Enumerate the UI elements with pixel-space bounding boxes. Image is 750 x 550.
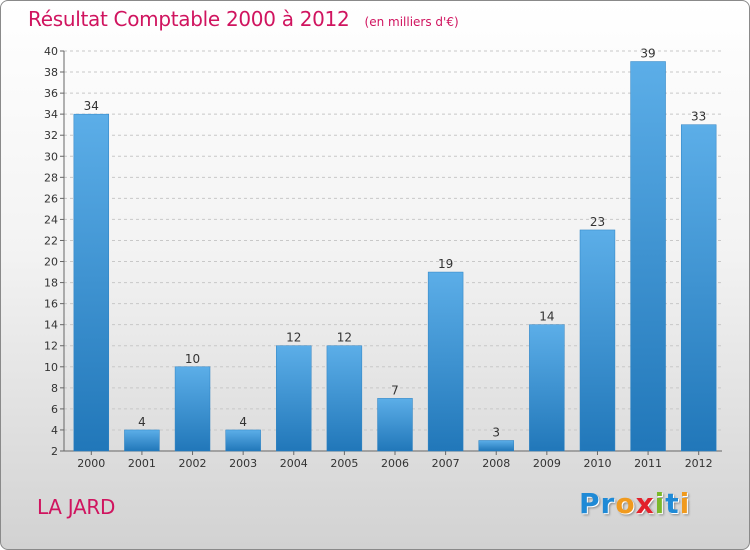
bar-value-label: 19 <box>438 257 453 271</box>
x-tick-label: 2003 <box>229 457 257 470</box>
y-tick-label: 26 <box>44 192 58 205</box>
bar-value-label: 10 <box>185 352 200 366</box>
bar <box>478 440 514 452</box>
bar-value-label: 7 <box>391 383 399 397</box>
bar <box>579 229 616 452</box>
bar <box>124 429 160 452</box>
y-tick-label: 38 <box>44 66 58 79</box>
logo-letter: r <box>600 487 616 520</box>
x-tick-label: 2012 <box>685 457 713 470</box>
logo-letter: P <box>579 487 601 520</box>
y-tick-label: 18 <box>44 277 58 290</box>
y-tick-label: 34 <box>44 108 58 121</box>
bar <box>630 61 666 452</box>
y-tick-label: 22 <box>44 234 58 247</box>
y-tick-label: 10 <box>44 361 58 374</box>
y-tick-label: 12 <box>44 340 58 353</box>
bar-value-label: 39 <box>640 47 655 61</box>
y-tick-label: 2 <box>51 445 58 458</box>
bar <box>680 124 717 452</box>
logo-letter: x <box>635 487 655 520</box>
bar-value-label: 23 <box>590 215 605 229</box>
x-tick-label: 2007 <box>432 457 460 470</box>
x-tick-label: 2010 <box>583 457 611 470</box>
place-name: LA JARD <box>37 495 116 519</box>
bar <box>276 345 312 452</box>
logo-letter: i <box>679 487 691 520</box>
y-tick-label: 16 <box>44 298 58 311</box>
bar-value-label: 33 <box>691 110 706 124</box>
bar <box>427 271 464 452</box>
bar-value-label: 34 <box>84 99 99 113</box>
bar-value-label: 3 <box>492 425 500 439</box>
y-tick-label: 8 <box>51 382 58 395</box>
x-tick-label: 2006 <box>381 457 409 470</box>
x-tick-label: 2000 <box>77 457 105 470</box>
bar-value-label: 4 <box>138 415 146 429</box>
y-tick-label: 20 <box>44 256 58 269</box>
y-tick-label: 28 <box>44 171 58 184</box>
proxiti-logo: Proxiti <box>579 487 690 520</box>
y-tick-label: 40 <box>44 45 58 58</box>
x-tick-label: 2009 <box>533 457 561 470</box>
y-tick-label: 30 <box>44 150 58 163</box>
bar-value-label: 12 <box>286 331 301 345</box>
bar <box>377 398 413 452</box>
logo-letter: i <box>654 487 666 520</box>
y-tick-label: 24 <box>44 213 58 226</box>
y-tick-label: 6 <box>51 403 58 416</box>
y-tick-label: 36 <box>44 87 58 100</box>
x-tick-label: 2004 <box>280 457 308 470</box>
bar <box>225 429 261 452</box>
y-tick-label: 4 <box>51 424 58 437</box>
y-tick-label: 32 <box>44 129 58 142</box>
chart-unit: (en milliers d'€) <box>364 15 459 29</box>
x-tick-label: 2002 <box>179 457 207 470</box>
x-tick-label: 2008 <box>482 457 510 470</box>
bar-value-label: 14 <box>539 310 554 324</box>
bar <box>529 324 565 452</box>
x-tick-label: 2011 <box>634 457 662 470</box>
chart-title-block: Résultat Comptable 2000 à 2012 (en milli… <box>28 7 459 31</box>
bar-value-label: 12 <box>337 331 352 345</box>
logo-letter: t <box>665 487 680 520</box>
bar <box>326 345 363 452</box>
bar <box>73 113 110 452</box>
x-tick-label: 2001 <box>128 457 156 470</box>
bar <box>174 366 211 452</box>
y-tick-label: 14 <box>44 319 58 332</box>
chart-title: Résultat Comptable 2000 à 2012 <box>28 7 350 31</box>
bar-value-label: 4 <box>239 415 247 429</box>
x-tick-label: 2005 <box>330 457 358 470</box>
logo-letter: o <box>615 487 636 520</box>
